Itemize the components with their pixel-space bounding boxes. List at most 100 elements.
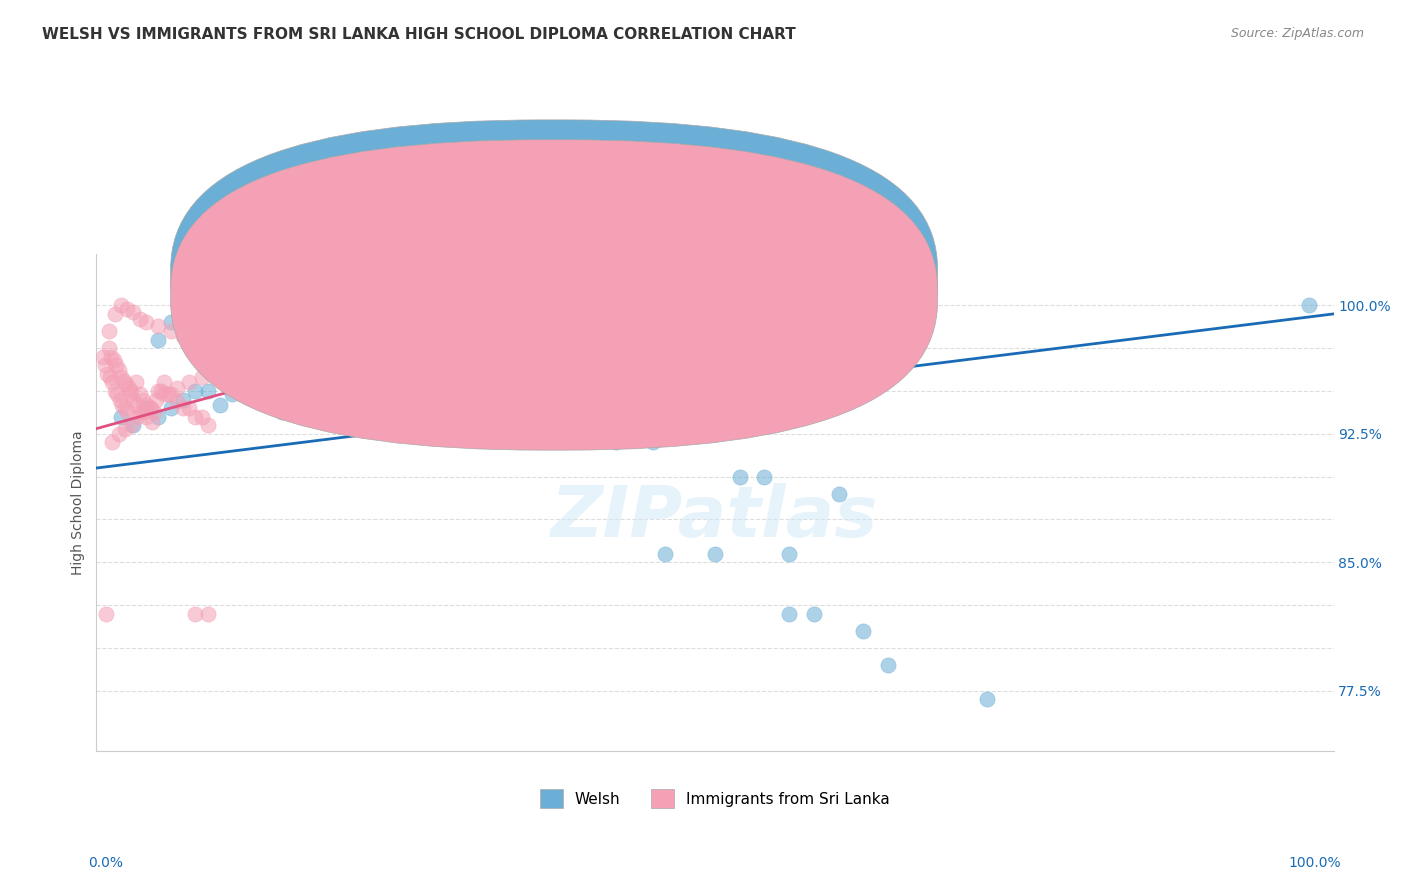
Point <box>641 435 664 450</box>
Point <box>104 307 127 321</box>
Text: 0.0%: 0.0% <box>89 856 122 871</box>
Point <box>468 384 491 398</box>
Point <box>543 404 565 418</box>
Point <box>406 384 429 398</box>
Point <box>96 607 118 621</box>
Point <box>149 384 172 398</box>
Point <box>108 392 131 407</box>
Point <box>197 384 219 398</box>
Point <box>457 409 479 424</box>
Text: R = 0.106   N = 69: R = 0.106 N = 69 <box>572 287 756 305</box>
Point <box>605 435 627 450</box>
Point <box>778 607 800 621</box>
Point <box>148 409 170 424</box>
Point <box>494 422 516 436</box>
Point <box>132 392 155 407</box>
Point <box>432 404 454 418</box>
Point <box>209 301 232 316</box>
Point <box>654 384 676 398</box>
Point <box>395 367 418 381</box>
Point <box>94 359 117 373</box>
Point <box>157 387 180 401</box>
Point <box>233 384 256 398</box>
Point <box>166 394 188 409</box>
Point <box>259 394 281 409</box>
Point <box>135 401 157 416</box>
Y-axis label: High School Diploma: High School Diploma <box>72 430 86 574</box>
Point <box>148 318 170 333</box>
Point <box>184 298 207 312</box>
Point <box>122 418 145 433</box>
Text: WELSH VS IMMIGRANTS FROM SRI LANKA HIGH SCHOOL DIPLOMA CORRELATION CHART: WELSH VS IMMIGRANTS FROM SRI LANKA HIGH … <box>42 27 796 42</box>
Point <box>127 398 149 412</box>
Text: Source: ZipAtlas.com: Source: ZipAtlas.com <box>1230 27 1364 40</box>
Point <box>96 367 118 381</box>
Point <box>976 692 998 706</box>
FancyBboxPatch shape <box>170 140 938 450</box>
Point <box>568 409 591 424</box>
Point <box>107 363 129 377</box>
Point <box>271 298 294 312</box>
Point <box>184 384 207 398</box>
Point <box>117 404 139 418</box>
Point <box>115 377 138 392</box>
Point <box>271 404 294 418</box>
Point <box>179 376 201 390</box>
Point <box>190 409 212 424</box>
Legend: Welsh, Immigrants from Sri Lanka: Welsh, Immigrants from Sri Lanka <box>534 783 896 814</box>
Point <box>506 401 529 416</box>
Point <box>357 359 380 373</box>
Point <box>630 398 652 412</box>
Point <box>419 376 441 390</box>
Point <box>308 298 330 312</box>
Point <box>308 387 330 401</box>
Point <box>139 401 162 416</box>
Point <box>197 418 219 433</box>
Point <box>221 298 243 312</box>
Point <box>122 305 145 319</box>
Point <box>1298 298 1320 312</box>
Point <box>172 401 194 416</box>
Point <box>135 316 157 330</box>
FancyBboxPatch shape <box>170 120 938 430</box>
Point <box>145 392 167 407</box>
Point <box>141 415 163 429</box>
Point <box>172 329 194 343</box>
Point <box>555 398 578 412</box>
Point <box>172 392 194 407</box>
Point <box>153 387 176 401</box>
Point <box>803 607 825 621</box>
Point <box>148 384 170 398</box>
Point <box>283 391 305 405</box>
Point <box>143 404 166 418</box>
Point <box>259 298 281 312</box>
Text: ZIPatlas: ZIPatlas <box>551 483 879 552</box>
Point <box>283 298 305 312</box>
Point <box>754 469 776 483</box>
Point <box>444 392 467 407</box>
Point <box>530 418 553 433</box>
Point <box>197 298 219 312</box>
Point <box>179 401 201 416</box>
Point <box>120 418 142 433</box>
Point <box>444 401 467 416</box>
Point <box>190 370 212 384</box>
Text: R = 0.390   N = 83: R = 0.390 N = 83 <box>572 268 758 285</box>
Point <box>132 404 155 418</box>
Point <box>114 401 136 416</box>
Point <box>333 409 356 424</box>
Point <box>246 380 269 394</box>
Point <box>104 384 127 398</box>
Point <box>128 387 150 401</box>
Point <box>110 409 132 424</box>
Point <box>778 547 800 561</box>
Point <box>481 387 503 401</box>
Point <box>321 392 343 407</box>
Point <box>568 432 591 446</box>
Point <box>370 350 392 364</box>
Point <box>110 298 132 312</box>
Point <box>100 350 122 364</box>
Point <box>579 387 602 401</box>
Point <box>105 359 128 373</box>
Point <box>117 301 139 316</box>
